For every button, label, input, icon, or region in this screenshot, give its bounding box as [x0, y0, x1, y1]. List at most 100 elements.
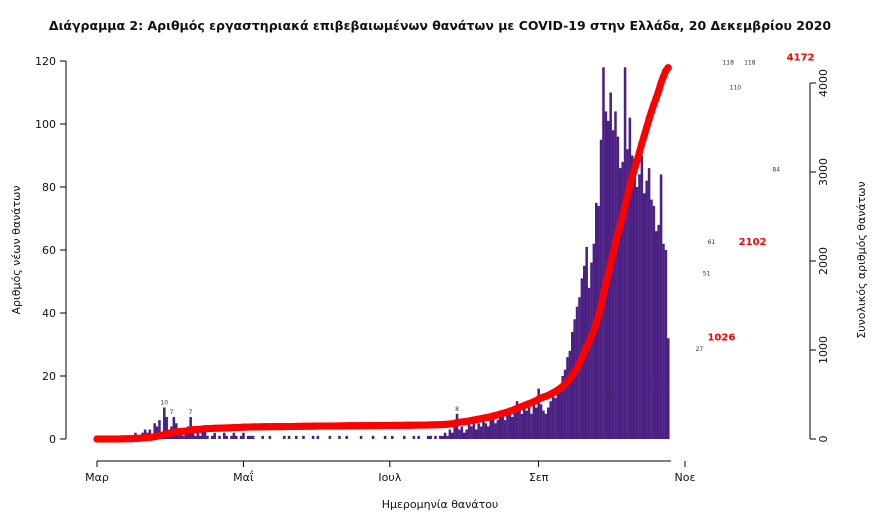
y-right-tick-label: 1000 [817, 336, 830, 364]
daily-bar [631, 155, 634, 439]
daily-bar [525, 410, 528, 439]
cumulative-point [652, 94, 660, 102]
daily-bar [499, 413, 502, 439]
cumulative-point [580, 349, 588, 357]
daily-bar [614, 111, 617, 440]
cumulative-point [619, 213, 627, 221]
daily-bar [417, 435, 420, 439]
cumulative-point [592, 319, 600, 327]
daily-bar [587, 287, 591, 439]
y-left-tick-label: 60 [42, 244, 56, 257]
y-axis-right: 0 1000 2000 3000 4000 [809, 69, 830, 443]
daily-bar [338, 435, 341, 439]
daily-bar [201, 426, 204, 439]
daily-bar [239, 435, 243, 439]
y-left-tick-label: 20 [42, 370, 56, 383]
x-tick-label: Ιουλ [378, 471, 401, 484]
daily-bar [203, 429, 207, 439]
bar-value-label: 61 [708, 239, 716, 246]
bar-value-label: 10 [160, 400, 168, 407]
cumulative-point [645, 115, 653, 123]
daily-bar [539, 404, 543, 439]
daily-bar [511, 416, 514, 439]
cumulative-value-label: 2102 [739, 237, 767, 248]
daily-bar [477, 423, 480, 439]
daily-bar [496, 420, 500, 439]
daily-bar [232, 432, 236, 439]
daily-bar [520, 413, 524, 439]
x-tick-label: Μαρ [85, 471, 109, 484]
daily-bar [165, 416, 168, 439]
cumulative-point [628, 173, 636, 181]
daily-bar [268, 435, 272, 439]
daily-bar [391, 435, 394, 439]
bar-value-label: 12 [607, 393, 615, 400]
daily-bar [518, 410, 521, 439]
daily-bar [549, 401, 552, 439]
bar-value-label: 51 [703, 270, 711, 277]
daily-bar [441, 435, 444, 439]
cumulative-point [650, 100, 658, 109]
daily-bar [213, 432, 216, 439]
daily-bar [501, 416, 504, 439]
daily-bar [602, 67, 605, 440]
bar-series-daily-deaths [119, 67, 670, 440]
daily-bar [206, 435, 209, 439]
daily-bar [371, 435, 375, 439]
cumulative-point [635, 148, 644, 157]
bar-value-label: 84 [772, 166, 780, 173]
daily-bar [619, 168, 622, 439]
y-right-tick-label: 2000 [817, 247, 830, 275]
daily-bar [547, 407, 550, 439]
daily-bar [247, 435, 250, 439]
daily-bar [475, 429, 478, 439]
cumulative-point [609, 250, 617, 258]
daily-bar [523, 404, 526, 439]
daily-bar [491, 416, 495, 439]
daily-bar [359, 435, 363, 439]
daily-bar [508, 410, 512, 439]
daily-bar [443, 432, 447, 439]
daily-bar [568, 350, 572, 439]
daily-bar [230, 435, 233, 439]
daily-bar [225, 435, 228, 439]
daily-bar [566, 357, 569, 439]
x-axis-label: Ημερομηνία θανάτου [382, 498, 499, 511]
y-left-tick-label: 120 [35, 55, 56, 68]
daily-bar [467, 423, 471, 439]
daily-bar [626, 149, 629, 439]
cumulative-value-label: 4172 [787, 53, 815, 64]
daily-bar [403, 435, 406, 439]
cumulative-point [604, 270, 612, 278]
bar-value-label: 16 [652, 381, 660, 388]
daily-bar [544, 413, 548, 439]
daily-bar [527, 407, 531, 439]
daily-bar [506, 413, 509, 439]
cumulative-point [623, 192, 632, 200]
cumulative-value-label: 1026 [707, 333, 735, 344]
cumulative-point [657, 79, 665, 87]
daily-bar [427, 435, 430, 439]
daily-bar [463, 432, 466, 439]
daily-bar [571, 331, 574, 439]
daily-bar [662, 243, 665, 439]
cumulative-data-labels: 4172 2102 1026 [707, 53, 814, 344]
cumulative-point [611, 239, 620, 248]
daily-bar [643, 193, 646, 439]
daily-bar [455, 413, 459, 439]
daily-bar [465, 429, 468, 439]
daily-bar [311, 435, 315, 439]
daily-bar [429, 435, 432, 439]
cumulative-point [664, 64, 672, 72]
y-left-tick-label: 100 [35, 118, 56, 131]
daily-bar [542, 410, 545, 439]
daily-bar [503, 420, 507, 439]
daily-bar [439, 435, 442, 439]
daily-bar [383, 435, 387, 439]
chart-title: Διάγραμμα 2: Αριθμός εργαστηριακά επιβεβ… [49, 18, 832, 33]
cumulative-point [640, 132, 648, 140]
daily-bar [635, 187, 639, 439]
daily-bar [218, 435, 221, 439]
